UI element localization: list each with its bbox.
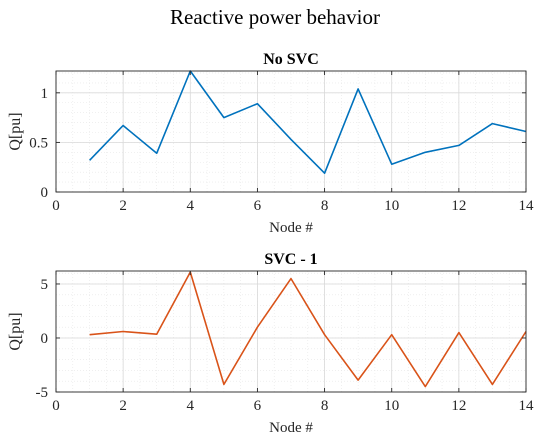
y-tick-label: 0.5 bbox=[29, 135, 48, 151]
axes-title: No SVC bbox=[263, 51, 319, 68]
x-axis-label: Node # bbox=[269, 420, 313, 436]
x-tick-label: 6 bbox=[254, 398, 262, 414]
x-tick-label: 10 bbox=[384, 198, 399, 214]
x-tick-label: 14 bbox=[519, 198, 535, 214]
series-line bbox=[89, 271, 527, 388]
y-tick-label: 0 bbox=[41, 331, 49, 347]
axes-no-svc: 0 2 4 6 8 10 12 14 0 0.5 1 No SVC Node # Q[pu] bbox=[7, 51, 534, 236]
y-tick-label: -5 bbox=[36, 385, 49, 401]
x-tick-label: 14 bbox=[519, 398, 535, 414]
x-tick-label: 8 bbox=[321, 198, 329, 214]
x-tick-label: 4 bbox=[187, 398, 195, 414]
x-tick-label: 2 bbox=[119, 398, 127, 414]
y-axis-label: Q[pu] bbox=[7, 312, 24, 350]
y-axis-label: Q[pu] bbox=[7, 112, 24, 150]
axes-box bbox=[55, 70, 527, 193]
x-axis-label: Node # bbox=[269, 220, 313, 236]
y-tick-label: 5 bbox=[41, 277, 49, 293]
x-tick-label: 8 bbox=[321, 398, 329, 414]
x-tick-label: 2 bbox=[119, 198, 127, 214]
x-tick-label: 6 bbox=[254, 198, 262, 214]
axes-box bbox=[55, 270, 527, 393]
x-tick-label: 12 bbox=[451, 398, 466, 414]
series-line bbox=[89, 70, 527, 174]
x-tick-label: 12 bbox=[451, 198, 466, 214]
x-tick-label: 0 bbox=[52, 198, 60, 214]
y-tick-label: 1 bbox=[41, 86, 49, 102]
x-tick-label: 0 bbox=[52, 398, 60, 414]
axes-title: SVC - 1 bbox=[264, 251, 317, 268]
x-tick-label: 10 bbox=[384, 398, 399, 414]
x-tick-label: 4 bbox=[187, 198, 195, 214]
y-tick-label: 0 bbox=[41, 185, 49, 201]
figure-title: Reactive power behavior bbox=[170, 5, 380, 29]
